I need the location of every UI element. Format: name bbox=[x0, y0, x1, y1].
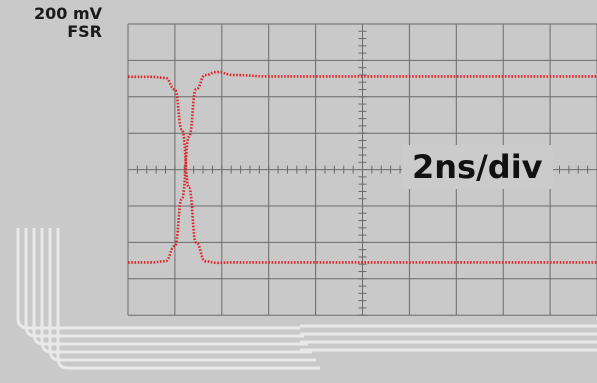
vertical-scale-value: 200 mV bbox=[33, 4, 102, 23]
vertical-scale-unit-label: FSR bbox=[67, 22, 102, 41]
circuit-trace-line bbox=[48, 228, 316, 362]
circuit-trace-line bbox=[56, 228, 320, 370]
waveform-trace-2 bbox=[128, 70, 597, 264]
circuit-traces-decoration bbox=[16, 228, 597, 370]
circuit-trace-line bbox=[24, 228, 304, 338]
timebase-label: 2ns/div bbox=[402, 145, 553, 189]
waveform-traces bbox=[128, 70, 597, 265]
circuit-trace-line bbox=[40, 228, 312, 354]
waveform-trace-1 bbox=[128, 75, 597, 265]
circuit-trace-line bbox=[32, 228, 308, 346]
circuit-trace-line bbox=[16, 228, 300, 330]
graticule-grid bbox=[127, 23, 597, 316]
